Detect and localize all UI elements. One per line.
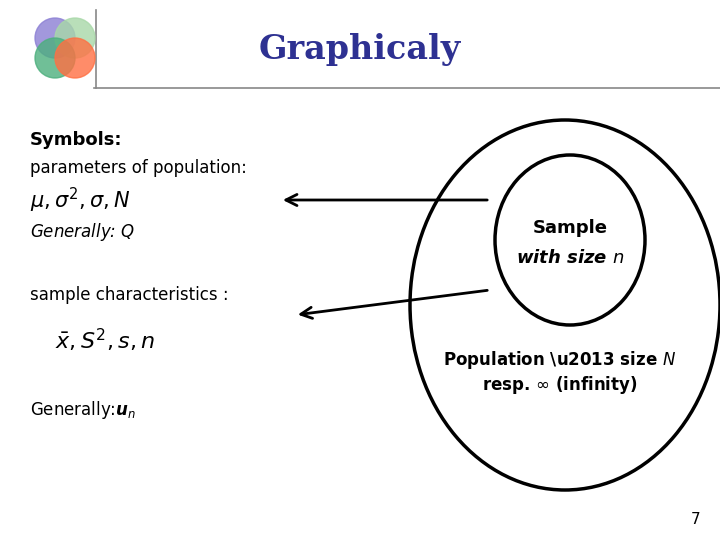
Text: parameters of population:: parameters of population: xyxy=(30,159,247,177)
Text: resp. $\infty$ (infinity): resp. $\infty$ (infinity) xyxy=(482,374,638,396)
Circle shape xyxy=(55,18,95,58)
Circle shape xyxy=(35,18,75,58)
Text: $\bar{x}, S^2, s, n$: $\bar{x}, S^2, s, n$ xyxy=(55,326,156,354)
Text: Generally: $Q$: Generally: $Q$ xyxy=(30,221,135,243)
Text: Symbols:: Symbols: xyxy=(30,131,122,149)
Text: with size $n$: with size $n$ xyxy=(516,249,624,267)
Circle shape xyxy=(55,38,95,78)
Text: Sample: Sample xyxy=(533,219,608,237)
Text: Graphicaly: Graphicaly xyxy=(259,33,461,66)
Text: sample characteristics :: sample characteristics : xyxy=(30,286,229,304)
Text: $\mu, \sigma^2, \sigma, N$: $\mu, \sigma^2, \sigma, N$ xyxy=(30,185,130,214)
Circle shape xyxy=(35,38,75,78)
Text: 7: 7 xyxy=(690,512,700,528)
Text: Generally:$\boldsymbol{u}_n$: Generally:$\boldsymbol{u}_n$ xyxy=(30,399,136,421)
Text: Population \u2013 size $N$: Population \u2013 size $N$ xyxy=(444,349,677,371)
